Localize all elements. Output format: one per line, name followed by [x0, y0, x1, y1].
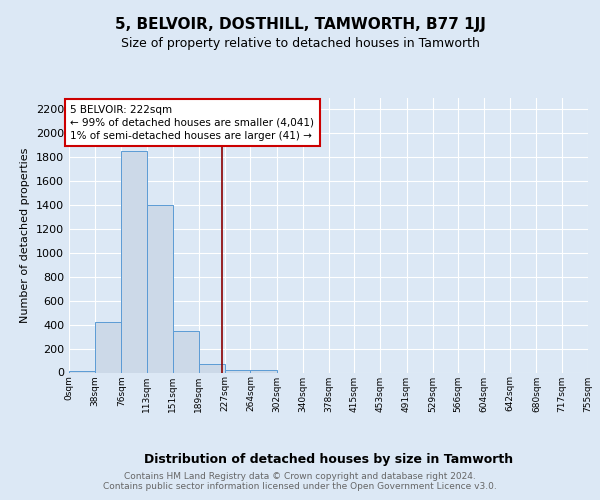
- Bar: [146, 205, 173, 372]
- Y-axis label: Number of detached properties: Number of detached properties: [20, 148, 31, 322]
- Text: Contains HM Land Registry data © Crown copyright and database right 2024.
Contai: Contains HM Land Registry data © Crown c…: [103, 472, 497, 491]
- Bar: [225, 370, 250, 372]
- Text: 5 BELVOIR: 222sqm
← 99% of detached houses are smaller (4,041)
1% of semi-detach: 5 BELVOIR: 222sqm ← 99% of detached hous…: [70, 104, 314, 141]
- Bar: [199, 364, 225, 372]
- Bar: [121, 152, 146, 372]
- Bar: [173, 330, 199, 372]
- Text: Size of property relative to detached houses in Tamworth: Size of property relative to detached ho…: [121, 38, 479, 51]
- Bar: [250, 370, 277, 372]
- Text: 5, BELVOIR, DOSTHILL, TAMWORTH, B77 1JJ: 5, BELVOIR, DOSTHILL, TAMWORTH, B77 1JJ: [115, 18, 485, 32]
- X-axis label: Distribution of detached houses by size in Tamworth: Distribution of detached houses by size …: [144, 454, 513, 466]
- Bar: [95, 322, 121, 372]
